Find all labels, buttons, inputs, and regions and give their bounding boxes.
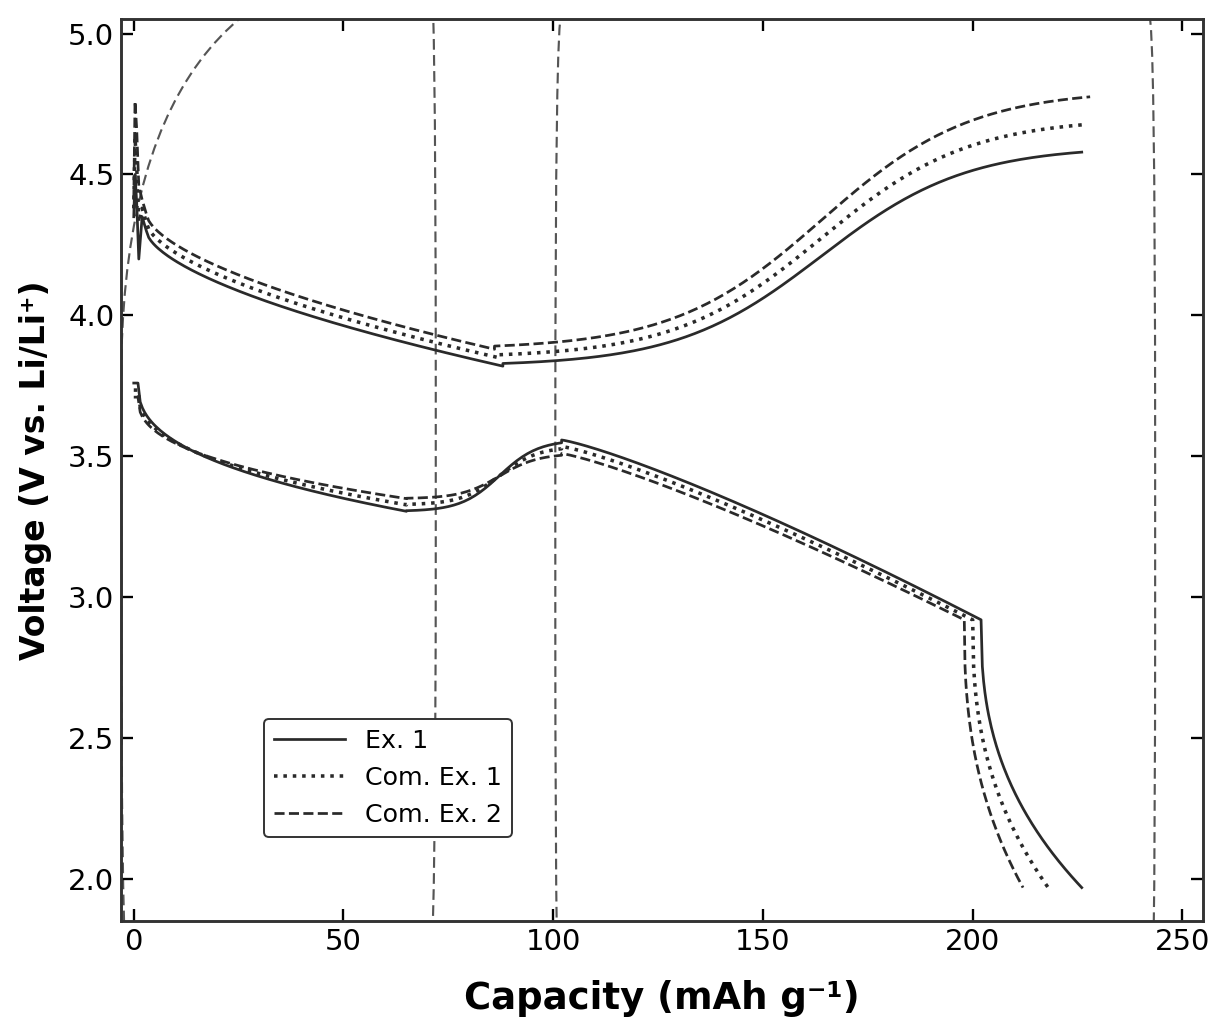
Com. Ex. 2 <box>1020 99 1035 112</box>
Com. Ex. 1 <box>127 202 142 214</box>
Com. Ex. 2 <box>127 194 142 206</box>
Com. Ex. 2 <box>694 300 708 313</box>
Ex. 1 <box>439 346 453 358</box>
X-axis label: Capacity (mAh g⁻¹): Capacity (mAh g⁻¹) <box>464 980 860 1016</box>
Y-axis label: Voltage (V vs. Li/Li⁺): Voltage (V vs. Li/Li⁺) <box>20 281 53 660</box>
Ex. 1 <box>127 210 142 223</box>
Com. Ex. 1 <box>1078 118 1093 131</box>
Ex. 1 <box>749 296 764 309</box>
Ex. 1 <box>1013 153 1027 166</box>
Com. Ex. 2 <box>748 268 763 281</box>
Com. Ex. 2 <box>652 317 667 329</box>
Com. Ex. 2 <box>487 343 501 355</box>
Com. Ex. 2 <box>431 329 446 342</box>
Com. Ex. 1 <box>492 351 506 364</box>
Com. Ex. 1 <box>1016 126 1031 139</box>
Com. Ex. 1 <box>435 338 450 350</box>
Ex. 1 <box>696 324 711 337</box>
Line: Ex. 1: Ex. 1 <box>134 152 1082 366</box>
Ex. 1 <box>495 359 510 372</box>
Com. Ex. 2 <box>1083 90 1098 103</box>
Ex. 1 <box>655 338 670 350</box>
Line: Com. Ex. 1: Com. Ex. 1 <box>134 124 1085 357</box>
Ex. 1 <box>1074 146 1089 159</box>
Ex. 1 <box>177 260 192 272</box>
Com. Ex. 1 <box>748 283 763 295</box>
Com. Ex. 1 <box>654 327 669 340</box>
Com. Ex. 1 <box>176 252 191 264</box>
Line: Com. Ex. 2: Com. Ex. 2 <box>134 96 1090 349</box>
Com. Ex. 2 <box>176 243 191 256</box>
Legend: Ex. 1, Com. Ex. 1, Com. Ex. 2: Ex. 1, Com. Ex. 1, Com. Ex. 2 <box>264 719 513 837</box>
Com. Ex. 1 <box>695 312 710 324</box>
